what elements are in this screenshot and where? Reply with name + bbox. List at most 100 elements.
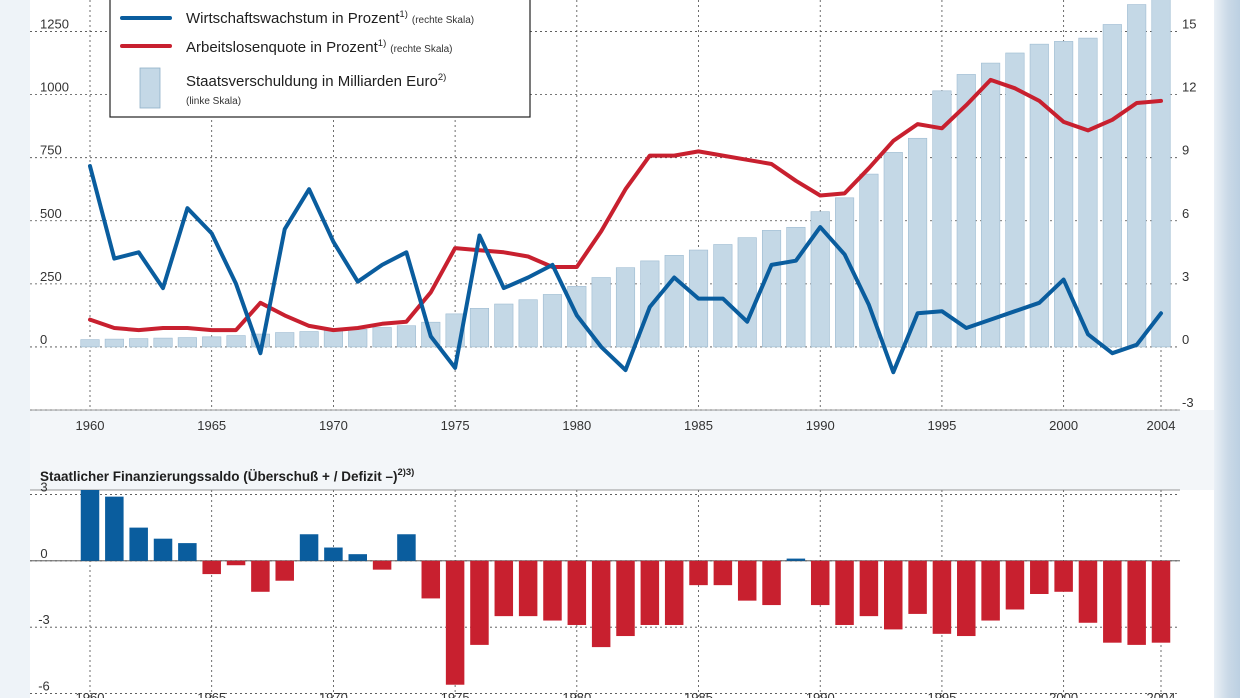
debt-bar xyxy=(1151,0,1171,348)
debt-bar xyxy=(713,244,733,348)
debt-bar xyxy=(469,308,490,348)
balance-bar xyxy=(664,560,684,625)
x-tick-label: 2000 xyxy=(1049,418,1078,433)
balance-bar xyxy=(348,554,367,561)
balance-bar xyxy=(762,560,781,606)
debt-bar xyxy=(80,339,100,348)
debt-bar xyxy=(664,255,684,348)
sub-x-tick-label: 1995 xyxy=(927,690,956,698)
balance-bar xyxy=(202,560,221,575)
legend-debt-note: (linke Skala) xyxy=(186,96,241,107)
balance-bar xyxy=(178,543,197,561)
debt-bar xyxy=(104,338,124,348)
balance-bar xyxy=(226,560,246,566)
balance-bar xyxy=(251,560,270,592)
main-x-axis-ticks: 1960 1965 1970 1975 1980 1985 1990 1995 2000 2004 xyxy=(76,418,1176,433)
x-tick-label: 1960 xyxy=(76,418,105,433)
debt-bar xyxy=(348,328,368,348)
sub-y-tick-label: 3 xyxy=(40,479,47,494)
balance-bar xyxy=(957,560,976,637)
balance-bar xyxy=(591,560,611,648)
balance-bar xyxy=(737,560,757,601)
balance-bar xyxy=(1078,560,1098,623)
debt-bar xyxy=(518,299,538,348)
right-tick-label: 3 xyxy=(1182,269,1189,284)
debt-bars xyxy=(80,0,1171,348)
balance-bar xyxy=(567,560,587,625)
right-tick-label: 9 xyxy=(1182,143,1189,158)
balance-bar xyxy=(470,560,489,645)
balance-bar xyxy=(129,527,148,561)
debt-bar xyxy=(542,294,563,348)
right-tick-label: 0 xyxy=(1182,332,1189,347)
debt-bar xyxy=(372,327,392,348)
balance-bar xyxy=(908,560,927,614)
sub-y-tick-label: -3 xyxy=(38,612,50,627)
sub-x-tick-label: 1965 xyxy=(197,690,226,698)
x-tick-label: 1995 xyxy=(927,418,956,433)
balance-bar xyxy=(884,560,903,630)
balance-bar xyxy=(616,560,635,637)
debt-bar xyxy=(202,336,222,348)
sub-x-tick-label: 1985 xyxy=(684,690,713,698)
balance-bar xyxy=(1054,560,1073,592)
right-tick-label: 12 xyxy=(1182,80,1196,95)
balance-bar xyxy=(421,560,441,599)
balance-bar xyxy=(299,534,319,561)
sub-x-tick-label: 1970 xyxy=(319,690,348,698)
balance-bar xyxy=(80,490,100,561)
debt-bar xyxy=(1102,24,1122,348)
balance-bar xyxy=(494,560,514,617)
debt-bar xyxy=(299,331,319,348)
sub-x-tick-label: 2004 xyxy=(1147,690,1176,698)
debt-bar xyxy=(494,303,514,348)
balance-bar xyxy=(640,560,660,625)
balance-bar xyxy=(835,560,854,625)
legend-debt-swatch xyxy=(139,67,161,109)
x-tick-label: 1980 xyxy=(562,418,591,433)
debt-bar xyxy=(1054,41,1074,348)
balance-bar xyxy=(1005,560,1025,610)
debt-bar xyxy=(932,90,952,348)
balance-bar xyxy=(786,558,806,561)
sub-x-tick-label: 1975 xyxy=(441,690,470,698)
balance-bar xyxy=(397,534,416,561)
balance-bar xyxy=(1127,560,1146,645)
balance-bar xyxy=(372,560,392,570)
debt-bar xyxy=(883,152,903,348)
sub-y-axis-ticks: -6 -3 0 3 xyxy=(38,479,50,693)
left-tick-label: 1000 xyxy=(40,80,69,95)
left-tick-label: 0 xyxy=(40,332,47,347)
legend-box xyxy=(109,0,531,118)
sub-y-tick-label: 0 xyxy=(40,546,47,561)
balance-bars xyxy=(80,490,1171,685)
debt-bar xyxy=(177,337,197,348)
rate-lines xyxy=(88,77,1163,375)
debt-bar xyxy=(323,330,343,348)
sub-x-tick-label: 1960 xyxy=(76,690,105,698)
x-tick-label: 1965 xyxy=(197,418,226,433)
balance-bar xyxy=(810,560,830,606)
debt-bar xyxy=(226,335,246,348)
left-axis-ticks: 0 250 500 750 1000 1250 xyxy=(40,17,69,347)
debt-bar xyxy=(153,337,173,348)
sub-y-tick-label: -6 xyxy=(38,679,50,694)
left-tick-label: 250 xyxy=(40,269,62,284)
debt-bar xyxy=(981,62,1001,348)
debt-bar xyxy=(859,173,879,348)
sub-x-tick-label: 1980 xyxy=(562,690,591,698)
sub-x-axis-ticks: 1960 1965 1970 1975 1980 1985 1990 1995 2000 2004 xyxy=(76,690,1176,698)
x-tick-label: 1985 xyxy=(684,418,713,433)
balance-bar xyxy=(324,547,343,561)
debt-bar xyxy=(1127,4,1147,348)
right-tick-label: 6 xyxy=(1182,206,1189,221)
x-tick-label: 2004 xyxy=(1147,418,1176,433)
balance-bar xyxy=(981,560,1000,621)
sub-chart-title: Staatlicher Finanzierungssaldo (Überschu… xyxy=(40,467,414,484)
debt-bar xyxy=(1029,43,1049,348)
balance-bar xyxy=(105,496,124,561)
debt-bar xyxy=(810,211,830,348)
legend-unemployment-label: Arbeitslosenquote in Prozent1)(rechte Sk… xyxy=(186,38,453,56)
balance-bar xyxy=(713,560,733,586)
left-tick-label: 750 xyxy=(40,143,62,158)
